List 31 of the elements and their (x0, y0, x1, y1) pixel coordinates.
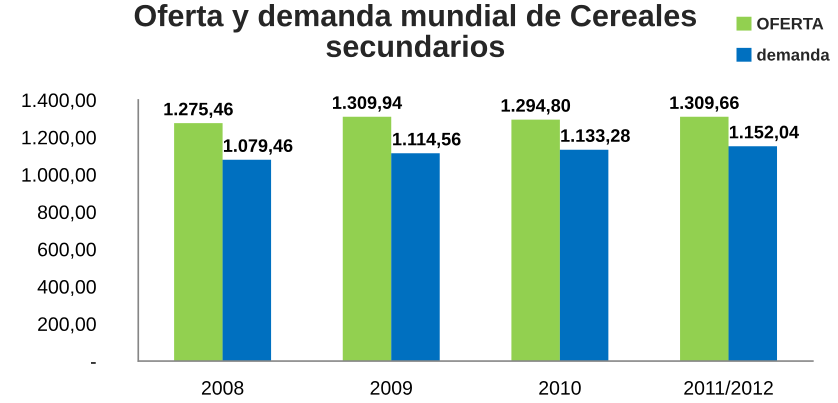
data-label: 1.309,94 (332, 96, 402, 112)
legend-label: demanda (757, 48, 830, 61)
data-label: 1.079,46 (224, 139, 292, 155)
legend-label: OFERTA (757, 18, 824, 30)
bar (342, 116, 392, 362)
y-tick-label: 1.200,00 (22, 130, 96, 147)
y-tick-label: 400,00 (38, 280, 96, 296)
data-label: 1.309,66 (670, 96, 739, 112)
bar (222, 160, 272, 362)
chart-title: Oferta y demanda mundial de Cereales secundarios (134, 4, 696, 58)
data-label: 1.275,46 (164, 102, 233, 118)
y-tick-label: 800,00 (38, 205, 96, 222)
y-tick-label: - (90, 362, 96, 364)
data-label: 1.133,28 (561, 129, 630, 145)
data-label: 1.114,56 (393, 132, 461, 148)
bar (560, 150, 608, 362)
bar (391, 153, 440, 362)
y-tick-label: 1.000,00 (22, 168, 96, 184)
bar (680, 116, 729, 362)
data-label: 1.294,80 (502, 99, 570, 114)
bar (511, 120, 560, 362)
bar (174, 123, 223, 362)
x-tick-label: 2010 (539, 381, 581, 395)
x-tick-label: 2011/2012 (684, 380, 773, 395)
y-tick-label: 1.400,00 (22, 93, 96, 110)
x-tick-label: 2008 (202, 381, 244, 395)
bar (728, 146, 778, 362)
y-tick-label: 200,00 (38, 317, 96, 334)
y-tick-label: 600,00 (38, 242, 96, 259)
x-tick-label: 2009 (370, 381, 412, 395)
data-label: 1.152,04 (730, 126, 799, 142)
